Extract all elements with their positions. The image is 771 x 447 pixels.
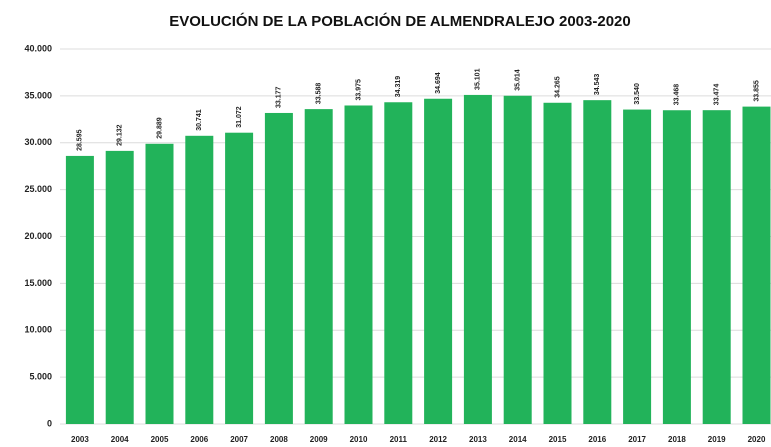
x-tick-label: 2003 (71, 435, 89, 444)
bar (225, 132, 254, 424)
y-tick-label: 20.000 (24, 231, 52, 241)
value-label: 35.014 (515, 69, 522, 91)
x-tick-label: 2007 (230, 435, 248, 444)
value-label: 33.540 (634, 83, 641, 105)
value-label: 31.072 (236, 106, 243, 128)
bar (742, 106, 771, 424)
y-tick-label: 5.000 (29, 372, 52, 382)
bar (463, 94, 492, 424)
x-tick-label: 2015 (549, 435, 567, 444)
value-label: 35.101 (475, 68, 482, 90)
value-label: 33.588 (316, 83, 323, 105)
y-tick-label: 35.000 (24, 90, 52, 100)
bar (543, 102, 572, 424)
bar (145, 143, 174, 424)
bar (662, 110, 691, 425)
bar (583, 100, 612, 425)
x-tick-label: 2017 (628, 435, 646, 444)
bar (503, 95, 532, 425)
y-tick-label: 0 (47, 418, 52, 428)
x-tick-label: 2010 (350, 435, 368, 444)
value-label: 34.543 (594, 74, 601, 96)
value-label: 29.132 (117, 124, 124, 146)
bar (384, 102, 413, 425)
x-tick-label: 2012 (429, 435, 447, 444)
value-label: 33.177 (276, 86, 283, 108)
chart-title: EVOLUCIÓN DE LA POBLACIÓN DE ALMENDRALEJ… (169, 12, 630, 30)
x-tick-label: 2014 (509, 435, 527, 444)
x-tick-label: 2013 (469, 435, 487, 444)
x-tick-label: 2004 (111, 435, 129, 444)
y-tick-label: 15.000 (24, 278, 52, 288)
x-tick-label: 2009 (310, 435, 328, 444)
y-tick-label: 25.000 (24, 184, 52, 194)
x-tick-label: 2006 (190, 435, 208, 444)
bar (424, 98, 453, 425)
bar (65, 155, 94, 424)
value-label: 34.319 (395, 76, 402, 98)
y-tick-label: 30.000 (24, 137, 52, 147)
bar (185, 135, 214, 424)
x-tick-label: 2008 (270, 435, 288, 444)
value-label: 28.595 (77, 129, 84, 151)
value-label: 33.975 (355, 79, 362, 101)
value-label: 33.474 (714, 84, 721, 106)
value-label: 33.855 (753, 80, 760, 102)
x-tick-label: 2019 (708, 435, 726, 444)
x-tick-label: 2020 (748, 435, 766, 444)
value-label: 29.889 (156, 117, 163, 139)
bar (264, 112, 293, 424)
y-tick-label: 40.000 (24, 43, 52, 53)
value-label: 34.265 (554, 76, 561, 98)
x-tick-label: 2005 (151, 435, 169, 444)
x-tick-label: 2018 (668, 435, 686, 444)
bar (105, 150, 134, 424)
x-tick-label: 2011 (390, 435, 408, 444)
bar (702, 110, 731, 425)
value-label: 33.468 (674, 84, 681, 106)
value-label: 34.694 (435, 72, 442, 94)
bar (304, 109, 333, 425)
bar (344, 105, 373, 424)
y-tick-label: 10.000 (24, 325, 52, 335)
x-tick-label: 2016 (588, 435, 606, 444)
value-label: 30.741 (196, 109, 203, 131)
bar (623, 109, 652, 424)
